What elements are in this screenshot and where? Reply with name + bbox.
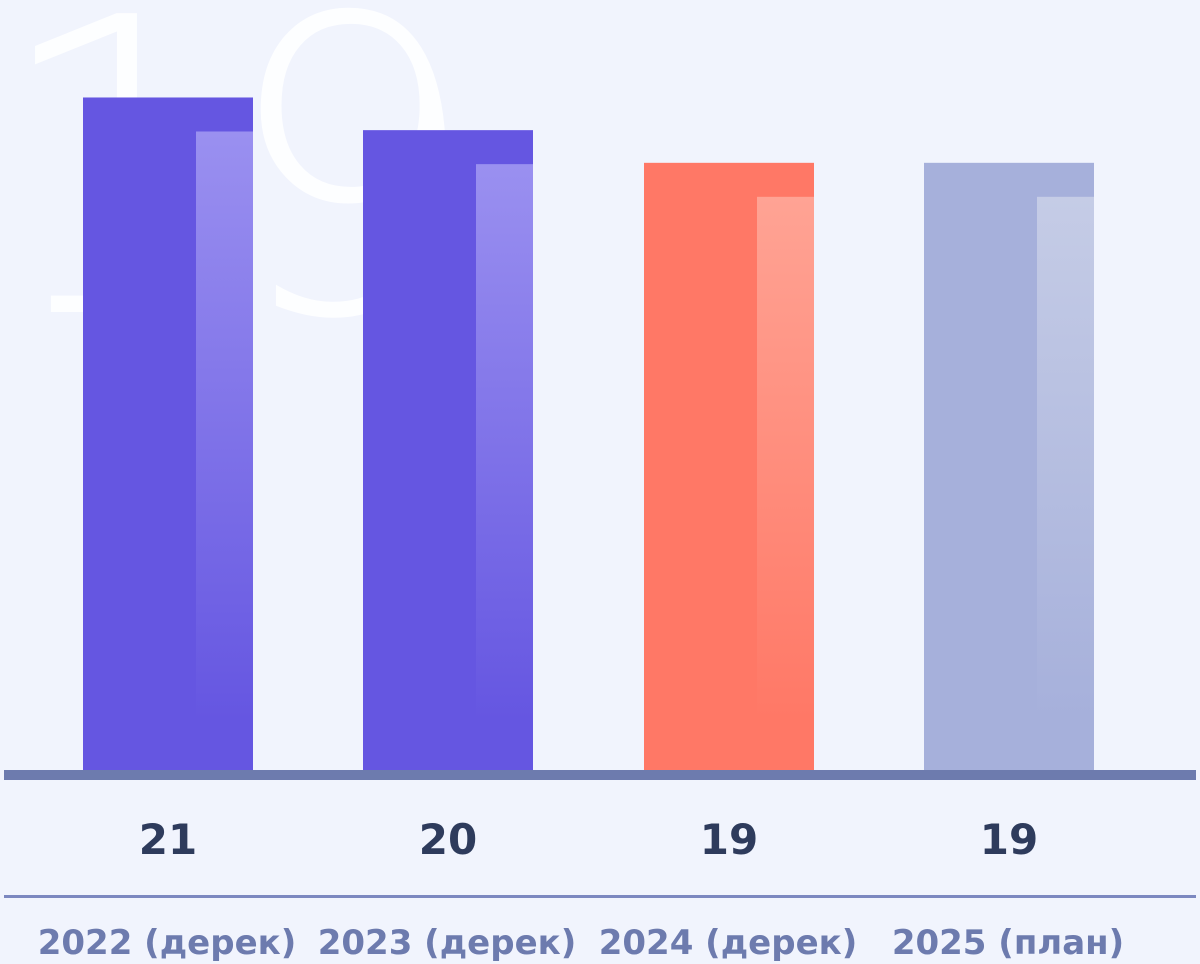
value-label-3: 19 <box>980 815 1038 864</box>
bar-highlight-1 <box>476 164 533 721</box>
category-labels: 2022 (дерек) 2023 (дерек) 2024 (дерек) 2025… <box>38 923 1124 963</box>
bars <box>83 97 1094 771</box>
bar-highlight-2 <box>757 196 814 720</box>
category-label-2: 2024 (дерек) <box>599 923 858 963</box>
bar-highlight-0 <box>196 131 253 721</box>
x-axis-baseline <box>4 770 1196 780</box>
category-label-0: 2022 (дерек) <box>38 923 297 963</box>
bar-highlight-3 <box>1037 196 1094 720</box>
value-labels: 21 20 19 19 <box>139 815 1038 864</box>
value-label-0: 21 <box>139 815 197 864</box>
value-label-1: 20 <box>419 815 477 864</box>
separator-line <box>4 895 1196 898</box>
category-label-1: 2023 (дерек) <box>318 923 577 963</box>
value-label-2: 19 <box>700 815 758 864</box>
category-label-3: 2025 (план) <box>892 923 1124 963</box>
